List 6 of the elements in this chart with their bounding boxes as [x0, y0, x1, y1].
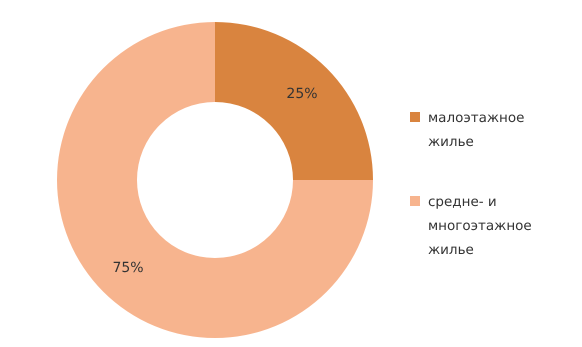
data-label: 25% — [286, 86, 318, 102]
legend-label: средне- и многоэтажное жилье — [428, 194, 532, 258]
donut-slice — [57, 22, 373, 338]
data-label: 75% — [112, 260, 144, 276]
donut-slice — [215, 22, 373, 180]
legend-label: малоэтажное жилье — [428, 110, 524, 150]
